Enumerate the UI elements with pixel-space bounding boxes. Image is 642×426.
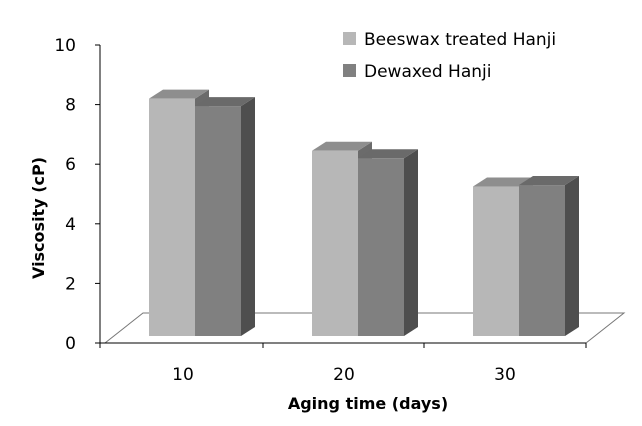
bar-top — [195, 97, 255, 107]
bar-side — [565, 176, 579, 336]
bar-top — [519, 176, 579, 186]
x-tick-label: 30 — [494, 365, 516, 385]
bars — [149, 89, 579, 336]
y-tick-label: 4 — [65, 215, 76, 235]
bar — [519, 176, 579, 336]
bar — [358, 149, 418, 336]
bar-front — [358, 158, 404, 336]
y-tick-label: 2 — [65, 274, 76, 294]
bar-top — [358, 149, 418, 159]
bar — [195, 97, 255, 336]
legend-swatch — [343, 32, 356, 45]
bar-top — [312, 141, 372, 151]
bar-top — [473, 177, 533, 187]
legend-swatch — [343, 64, 356, 77]
bar-side — [241, 97, 255, 336]
legend: Beeswax treated Hanji Dewaxed Hanji — [343, 30, 556, 82]
y-tick-label: 8 — [65, 96, 76, 116]
bar-front — [149, 98, 195, 336]
y-tick-label: 10 — [54, 36, 76, 56]
bar-side — [404, 149, 418, 336]
legend-label: Beeswax treated Hanji — [364, 30, 556, 50]
bar-front — [519, 185, 565, 336]
x-axis: 10 20 30 — [99, 342, 587, 385]
y-axis-title: Viscosity (cP) — [29, 157, 48, 279]
y-tick-label: 0 — [65, 334, 76, 354]
y-tick-label: 6 — [65, 155, 76, 175]
x-axis-title: Aging time (days) — [288, 394, 448, 413]
legend-label: Dewaxed Hanji — [364, 62, 491, 82]
x-tick-label: 10 — [172, 365, 194, 385]
x-tick-label: 20 — [333, 365, 355, 385]
bar-front — [473, 186, 519, 336]
bar-front — [195, 106, 241, 336]
y-axis: 0 2 4 6 8 10 — [54, 36, 101, 354]
bar-front — [312, 150, 358, 336]
bar-top — [149, 89, 209, 99]
